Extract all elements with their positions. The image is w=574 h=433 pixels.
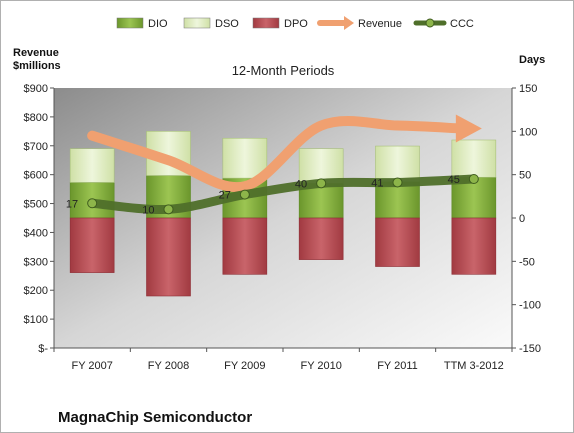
ccc-data-label-0: 17 <box>66 198 78 210</box>
ccc-point-0 <box>87 198 98 209</box>
lines: 17 10 27 40 41 45 <box>66 114 482 216</box>
x-tick-label-1: FY 2008 <box>148 360 189 372</box>
x-tick-label-0: FY 2007 <box>71 360 112 372</box>
ccc-point-2 <box>239 189 250 200</box>
ccc-data-label-5: 45 <box>448 174 460 186</box>
x-tick-label-4: FY 2011 <box>377 360 418 372</box>
revenue-arrowhead <box>455 114 482 143</box>
axes: $- $100 $200 $300 $400 $500 $600 $700 $800 $900 -1… <box>24 83 542 372</box>
left-tick-label-2: $200 <box>24 285 48 297</box>
bar-dio-4 <box>375 181 420 219</box>
left-tick-label-7: $700 <box>24 141 48 153</box>
right-tick-label-1: -100 <box>519 300 541 312</box>
left-tick-label-8: $800 <box>24 112 48 124</box>
bar-dso-0 <box>69 148 115 183</box>
bar-dso-3 <box>298 148 344 184</box>
legend-label-ccc: CCC <box>450 18 474 30</box>
right-tick-label-0: -150 <box>519 343 541 355</box>
chart-title: 12-Month Periods <box>232 63 335 78</box>
right-tick-label-6: 150 <box>519 83 537 95</box>
legend-label-revenue: Revenue <box>358 18 402 30</box>
legend-marker-ccc <box>425 18 435 28</box>
ccc-data-label-4: 41 <box>371 177 383 189</box>
company-name: MagnaChip Semiconductor <box>58 409 252 426</box>
bar-dpo-4 <box>375 217 420 267</box>
left-tick-label-6: $600 <box>24 170 48 182</box>
ccc-data-label-2: 27 <box>219 190 231 202</box>
legend-arrow-revenue <box>344 16 354 30</box>
bar-dpo-3 <box>298 217 344 260</box>
x-tick-label-5: TTM 3-2012 <box>444 360 504 372</box>
right-tick-label-3: 0 <box>519 213 525 225</box>
legend-swatch-dso <box>183 17 211 29</box>
legend-label-dio: DIO <box>148 18 168 30</box>
left-tick-label-5: $500 <box>24 199 48 211</box>
ccc-data-label-1: 10 <box>142 204 154 216</box>
ccc-point-4 <box>392 177 403 188</box>
bar-dpo-2 <box>222 217 268 275</box>
right-tick-label-5: 100 <box>519 126 537 138</box>
x-tick-label-3: FY 2010 <box>300 360 341 372</box>
left-tick-label-4: $400 <box>24 227 48 239</box>
right-tick-label-2: -50 <box>519 256 535 268</box>
bar-dso-2 <box>222 137 268 179</box>
bar-dpo-0 <box>69 217 115 273</box>
legend: DIO DSO DPO Revenue CCC <box>116 16 474 30</box>
legend-label-dso: DSO <box>215 18 239 30</box>
left-axis-title-line-2: $millions <box>13 60 61 72</box>
legend-label-dpo: DPO <box>284 18 308 30</box>
ccc-line <box>87 174 479 215</box>
x-tick-label-2: FY 2009 <box>224 360 265 372</box>
legend-swatch-dio <box>116 17 144 29</box>
bar-dpo-1 <box>146 217 191 297</box>
ccc-point-5 <box>468 174 479 184</box>
left-tick-label-9: $900 <box>24 83 48 95</box>
right-tick-label-4: 50 <box>519 170 531 182</box>
bar-dso-4 <box>375 145 420 182</box>
legend-swatch-dpo <box>252 17 280 29</box>
left-axis-title-line-1: Revenue <box>13 47 59 59</box>
ccc-data-label-3: 40 <box>295 178 307 190</box>
ccc-point-3 <box>316 178 327 189</box>
left-tick-label-3: $300 <box>24 256 48 268</box>
ccc-point-1 <box>163 204 174 215</box>
right-axis-title: Days <box>519 54 545 66</box>
revenue-line <box>87 115 465 193</box>
bar-dpo-5 <box>451 217 497 275</box>
left-tick-label-0: $- <box>38 343 48 355</box>
left-tick-label-1: $100 <box>24 314 48 326</box>
bar-dso-5 <box>451 139 497 178</box>
